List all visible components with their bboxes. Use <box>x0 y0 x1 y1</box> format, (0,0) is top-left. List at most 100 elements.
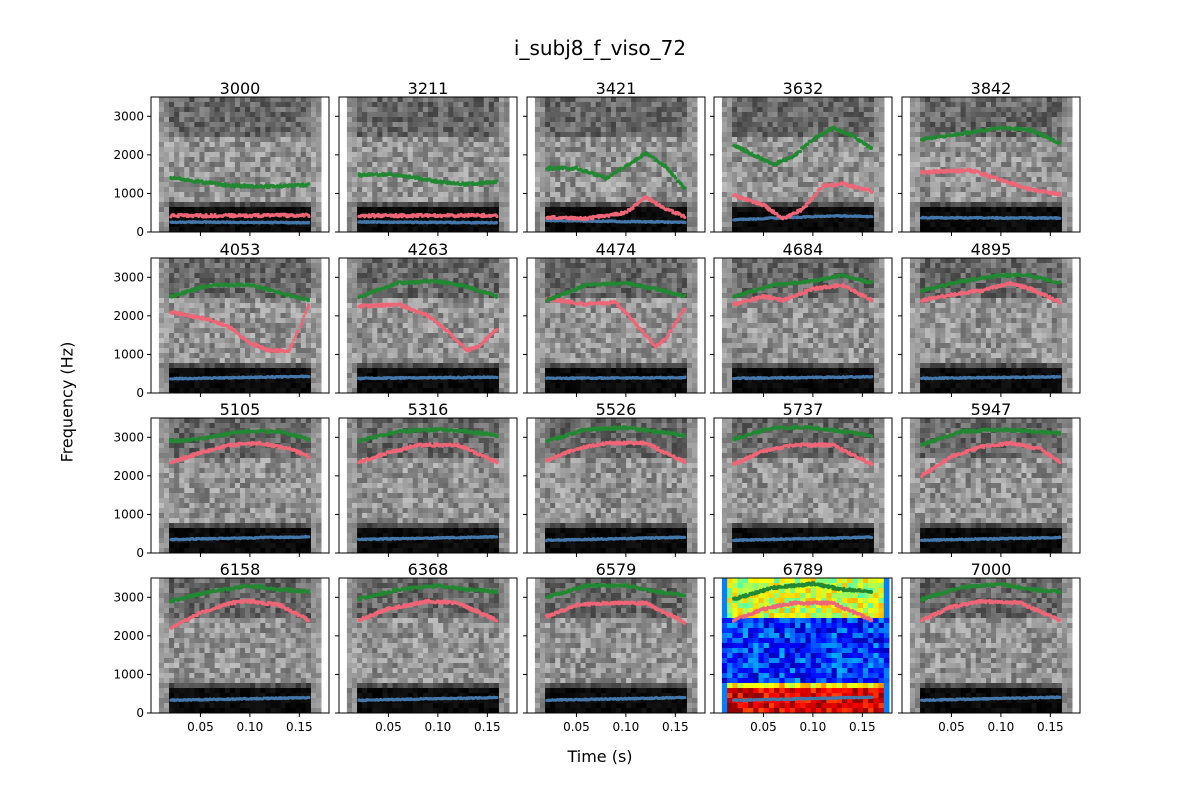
formant-point <box>1052 138 1055 141</box>
formant-point <box>1031 128 1034 131</box>
formant-point <box>626 211 629 214</box>
y-tick-label: 3000 <box>113 270 144 284</box>
formant-point <box>870 375 873 378</box>
formant-point <box>667 167 670 170</box>
formant-point <box>277 290 280 293</box>
formant-point <box>288 348 291 351</box>
formant-point <box>1058 217 1061 220</box>
formant-point <box>799 150 802 153</box>
panel-title: 3000 <box>220 79 261 98</box>
formant-point <box>667 334 670 337</box>
formant-point <box>815 192 818 195</box>
formant-point <box>303 314 306 317</box>
panel-4053: 4053 0 1000 2000 3000 <box>113 240 329 400</box>
formant-point <box>671 209 674 212</box>
formant-point <box>683 308 686 311</box>
formant-point <box>683 216 686 219</box>
formant-point <box>297 329 300 332</box>
formant-point <box>783 299 786 302</box>
formant-point <box>683 376 686 379</box>
spectrogram-image <box>159 258 322 393</box>
formant-point <box>652 343 655 346</box>
panel-title: 3211 <box>408 79 449 98</box>
formant-point <box>495 294 498 297</box>
formant-point <box>495 222 498 225</box>
formant-point <box>684 221 687 224</box>
formant-point <box>870 191 873 194</box>
formant-point <box>293 339 296 342</box>
formant-point <box>842 283 845 286</box>
y-tick-label: 3000 <box>113 109 144 123</box>
formant-point <box>854 135 857 138</box>
formant-point <box>785 159 788 162</box>
formant-point <box>675 322 678 325</box>
formant-point <box>670 329 673 332</box>
formant-point <box>683 186 686 189</box>
panel-4263: 4263 <box>335 240 517 397</box>
formant-point <box>495 376 498 379</box>
y-tick-label: 2000 <box>113 148 144 162</box>
panel-3632: 3632 <box>710 79 892 236</box>
formant-point <box>615 171 618 174</box>
formant-point <box>295 333 298 336</box>
y-tick-label: 0 <box>136 225 144 239</box>
panel-4474: 4474 <box>523 240 705 397</box>
panel-3211: 3211 <box>335 79 517 236</box>
formant-point <box>642 330 645 333</box>
panel-4684: 4684 <box>710 240 892 397</box>
panel-title: 4263 <box>408 240 449 259</box>
spectrogram-image <box>347 258 510 393</box>
panel-title: 3632 <box>783 79 824 98</box>
panel-title: 4474 <box>596 240 637 259</box>
formant-point <box>655 201 658 204</box>
formant-point <box>871 215 874 218</box>
formant-point <box>684 294 687 297</box>
formant-point <box>805 205 808 208</box>
formant-point <box>870 146 873 149</box>
formant-point <box>248 340 251 343</box>
formant-point <box>820 187 823 190</box>
y-tick-label: 2000 <box>113 309 144 323</box>
y-tick-label: 1000 <box>113 186 144 200</box>
formant-point <box>307 222 310 225</box>
formant-point <box>307 183 310 186</box>
formant-point <box>495 329 498 332</box>
spectrogram-image <box>722 97 885 232</box>
formant-point <box>294 335 297 338</box>
formant-point <box>652 156 655 159</box>
formant-point <box>307 375 310 378</box>
formant-point <box>302 318 305 321</box>
formant-point <box>399 302 402 305</box>
formant-point <box>304 312 307 315</box>
panel-title: 3421 <box>596 79 637 98</box>
formant-point <box>451 333 454 336</box>
formant-point <box>661 341 664 344</box>
formant-point <box>1058 194 1061 197</box>
spectrogram-image <box>159 97 322 232</box>
panel-3000: 3000 0 1000 2000 3000 <box>113 79 329 239</box>
panel-title: 4053 <box>220 240 261 259</box>
panel-title: 3842 <box>971 79 1012 98</box>
formant-point <box>806 143 809 146</box>
panel-3842: 3842 <box>898 79 1080 236</box>
formant-point <box>307 298 310 301</box>
formant-point <box>300 322 303 325</box>
formant-point <box>1058 140 1061 143</box>
spectrogram-image <box>910 97 1073 232</box>
formant-point <box>291 343 294 346</box>
panel-3421: 3421 <box>523 79 705 236</box>
formant-point <box>495 179 498 182</box>
formant-point <box>307 305 310 308</box>
formant-point <box>308 215 311 218</box>
formant-point <box>464 346 467 349</box>
y-tick-label: 0 <box>136 386 144 400</box>
y-tick-label: 1000 <box>113 347 144 361</box>
formant-point <box>743 148 746 151</box>
formant-point <box>825 131 828 134</box>
formant-point <box>674 177 677 180</box>
formant-point <box>461 344 464 347</box>
formant-point <box>678 318 681 321</box>
formant-point <box>299 325 302 328</box>
spectrogram-image <box>347 97 510 232</box>
